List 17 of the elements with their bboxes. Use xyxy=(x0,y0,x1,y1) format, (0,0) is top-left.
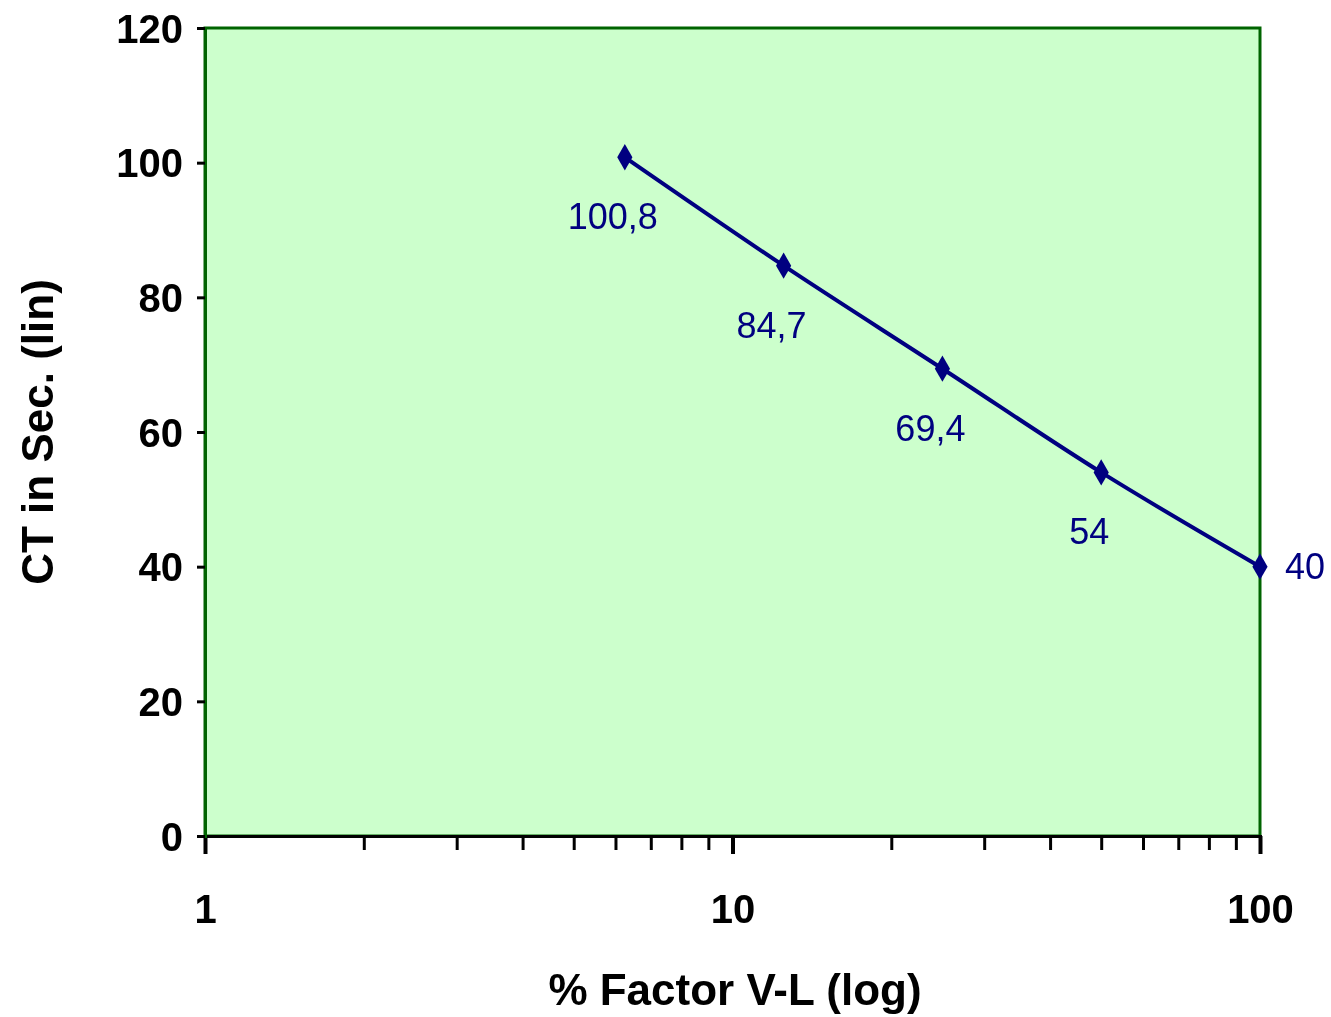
x-tick-label: 100 xyxy=(1227,887,1294,932)
data-label: 69,4 xyxy=(895,407,966,449)
x-tick-label: 1 xyxy=(194,887,217,932)
y-tick-label: 120 xyxy=(116,6,183,51)
y-tick-label: 60 xyxy=(138,410,183,455)
data-label: 40 xyxy=(1285,545,1326,587)
data-label: 54 xyxy=(1069,511,1110,553)
y-tick-label: 100 xyxy=(116,141,183,186)
y-tick-label: 0 xyxy=(160,814,183,859)
data-label: 100,8 xyxy=(567,196,658,238)
y-tick-label: 80 xyxy=(138,275,183,320)
data-label: 84,7 xyxy=(736,304,807,346)
y-tick-label: 20 xyxy=(138,679,183,724)
y-axis-title: CT in Sec. (lin) xyxy=(13,279,62,585)
x-axis-title: % Factor V-L (log) xyxy=(548,965,922,1014)
y-tick-label: 40 xyxy=(138,545,183,590)
x-tick-label: 10 xyxy=(710,887,756,932)
